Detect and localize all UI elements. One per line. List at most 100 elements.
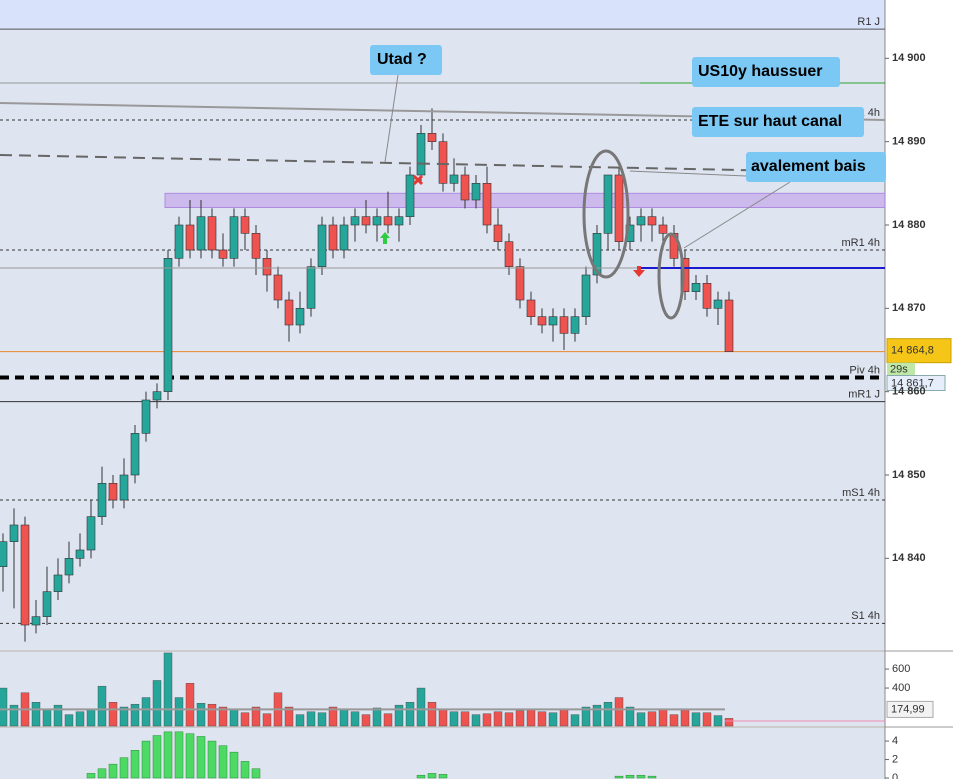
osc-bar [229, 751, 239, 779]
osc-bar [251, 768, 261, 779]
volume-bar [174, 697, 184, 727]
candle-body [603, 174, 613, 234]
volume-bar [537, 711, 547, 727]
volume-bar [515, 710, 525, 727]
candle-body [306, 266, 316, 309]
candle-body [229, 216, 239, 259]
volume-bar [680, 709, 690, 727]
osc-bar [185, 733, 195, 779]
annotation-box [370, 45, 442, 75]
volume-bar [482, 713, 492, 727]
candle-body [141, 399, 151, 434]
candle-body [592, 233, 602, 276]
candle-body [658, 224, 668, 234]
volume-bar [559, 709, 569, 727]
volume-bar [317, 712, 327, 727]
volume-bar [229, 708, 239, 727]
volume-tick-label: 600 [892, 663, 910, 675]
volume-tick-label: 400 [892, 682, 910, 694]
level-label: mR1 J [848, 389, 880, 401]
volume-bar [196, 703, 206, 727]
last-price-label: 14 864,8 [891, 345, 934, 357]
candle-body [262, 258, 272, 276]
candle-body [702, 283, 712, 309]
candle-body [427, 133, 437, 142]
candle-body [581, 274, 591, 317]
volume-bar [152, 680, 162, 727]
volume-bar [471, 714, 481, 727]
volume-bar [647, 711, 657, 727]
osc-tick-label: 0 [892, 772, 898, 779]
candle-body [295, 308, 305, 326]
volume-bar [636, 712, 646, 727]
y-tick-label: 14 870 [892, 302, 926, 314]
candle-body [328, 224, 338, 251]
volume-bar [75, 711, 85, 727]
y-tick-label: 14 860 [892, 386, 926, 398]
volume-bar [372, 707, 382, 727]
osc-bar [130, 750, 140, 779]
osc-bar [207, 740, 217, 779]
level-label: mS1 4h [842, 487, 880, 499]
pivot-tag [886, 375, 946, 391]
candle-body [383, 216, 393, 226]
candle-body [680, 258, 690, 292]
volume-bar [416, 687, 426, 727]
candle-body [20, 524, 30, 626]
annotation: Utad ? [377, 51, 427, 68]
volume-bar [361, 714, 371, 727]
volume-bar [669, 714, 679, 727]
osc-bar [86, 773, 96, 779]
osc-bar [416, 774, 426, 779]
main-pane [0, 0, 885, 650]
volume-bar [449, 711, 459, 727]
volume-bar [185, 683, 195, 727]
candle-body [559, 316, 569, 334]
candle-body [372, 216, 382, 226]
candle-body [108, 483, 118, 501]
upper-band [0, 0, 885, 30]
candle-body [515, 266, 525, 301]
volume-bar [42, 708, 52, 727]
candle-body [251, 233, 261, 259]
pivot-price-label: 14 861,7 [891, 377, 934, 389]
volume-bar [592, 704, 602, 727]
volume-bar [427, 702, 437, 727]
volume-ma-tag [886, 700, 934, 718]
volume-ma-label: 174,99 [891, 703, 925, 715]
candle-body [647, 216, 657, 226]
candle-body [614, 174, 624, 242]
osc-bar [174, 731, 184, 779]
ellipse [582, 149, 630, 279]
level-label: mR1 4h [841, 237, 880, 249]
y-tick-label: 14 880 [892, 219, 926, 231]
candle-body [42, 591, 52, 617]
volume-bar [438, 708, 448, 727]
annotation: avalement bais [751, 158, 866, 175]
volume-bar [141, 697, 151, 727]
timer-label: 29s [890, 364, 908, 376]
volume-bar [405, 702, 415, 727]
zone [164, 192, 886, 208]
volume-bar [0, 687, 8, 727]
volume-bar [64, 714, 74, 727]
candle-body [75, 549, 85, 559]
timer-tag [887, 362, 915, 377]
candle-body [152, 391, 162, 401]
candle-body [713, 299, 723, 309]
volume-bar [86, 708, 96, 727]
candle-body [350, 216, 360, 226]
volume-bar [306, 711, 316, 727]
candle-body [9, 524, 19, 542]
volume-bar [328, 706, 338, 727]
level-label: Piv 4h [849, 364, 880, 376]
candle-body [339, 224, 349, 251]
candle-body [471, 183, 481, 201]
volume-bar [691, 712, 701, 727]
arrow [384, 74, 399, 163]
candle-body [537, 316, 547, 326]
arrow [683, 181, 791, 249]
osc-bar [218, 745, 228, 779]
annotation-box [692, 107, 864, 137]
volume-bar [295, 714, 305, 727]
